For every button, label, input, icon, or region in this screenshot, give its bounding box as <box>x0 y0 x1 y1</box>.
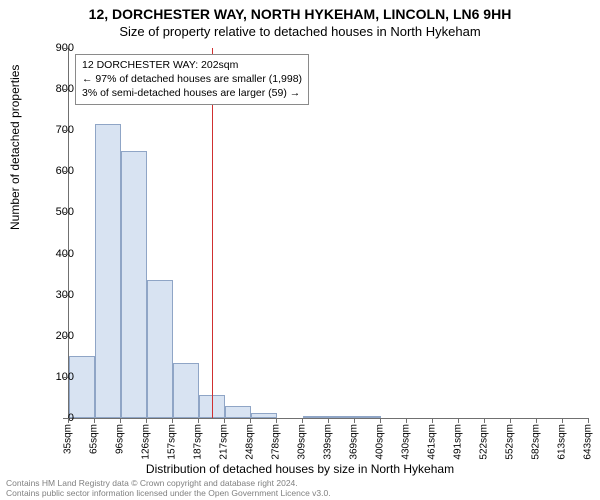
x-tick-label: 582sqm <box>531 424 542 460</box>
y-tick-mark <box>63 48 68 49</box>
y-tick-mark <box>63 130 68 131</box>
x-tick-mark <box>276 418 277 423</box>
annotation-box: 12 DORCHESTER WAY: 202sqm ← 97% of detac… <box>75 54 309 105</box>
x-tick-label: 400sqm <box>375 424 386 460</box>
x-tick-label: 430sqm <box>401 424 412 460</box>
x-tick-mark <box>172 418 173 423</box>
histogram-bar <box>303 416 329 418</box>
histogram-bar <box>251 413 277 418</box>
x-tick-mark <box>484 418 485 423</box>
x-tick-label: 552sqm <box>505 424 516 460</box>
y-tick-mark <box>63 212 68 213</box>
y-tick-mark <box>63 171 68 172</box>
annotation-line-2: ← 97% of detached houses are smaller (1,… <box>82 72 302 86</box>
x-tick-mark <box>302 418 303 423</box>
x-tick-mark <box>198 418 199 423</box>
y-axis-label: Number of detached properties <box>8 65 22 230</box>
x-tick-mark <box>68 418 69 423</box>
x-tick-label: 491sqm <box>453 424 464 460</box>
x-tick-label: 35sqm <box>63 424 74 454</box>
x-tick-mark <box>510 418 511 423</box>
x-tick-mark <box>250 418 251 423</box>
footer-attribution: Contains HM Land Registry data © Crown c… <box>6 479 331 498</box>
plot-area: 12 DORCHESTER WAY: 202sqm ← 97% of detac… <box>68 48 589 419</box>
x-tick-label: 65sqm <box>89 424 100 454</box>
histogram-bar <box>355 416 381 418</box>
y-tick-label: 100 <box>34 371 74 383</box>
y-tick-label: 200 <box>34 330 74 342</box>
histogram-bar <box>121 151 147 418</box>
y-tick-mark <box>63 336 68 337</box>
y-tick-mark <box>63 377 68 378</box>
x-tick-mark <box>588 418 589 423</box>
annotation-line-1: 12 DORCHESTER WAY: 202sqm <box>82 58 302 72</box>
x-tick-mark <box>354 418 355 423</box>
y-tick-label: 300 <box>34 289 74 301</box>
x-tick-mark <box>458 418 459 423</box>
x-tick-mark <box>94 418 95 423</box>
x-tick-label: 309sqm <box>297 424 308 460</box>
x-tick-label: 461sqm <box>427 424 438 460</box>
chart-container: 12, DORCHESTER WAY, NORTH HYKEHAM, LINCO… <box>0 0 600 500</box>
x-tick-mark <box>224 418 225 423</box>
histogram-bar <box>173 363 199 419</box>
y-tick-mark <box>63 295 68 296</box>
y-tick-label: 700 <box>34 124 74 136</box>
x-tick-label: 522sqm <box>479 424 490 460</box>
annotation-line-3: 3% of semi-detached houses are larger (5… <box>82 86 302 100</box>
histogram-bar <box>329 416 355 418</box>
footer-line-2: Contains public sector information licen… <box>6 489 331 498</box>
x-tick-mark <box>380 418 381 423</box>
y-tick-label: 900 <box>34 42 74 54</box>
y-tick-label: 800 <box>34 83 74 95</box>
x-tick-label: 187sqm <box>193 424 204 460</box>
x-tick-label: 96sqm <box>115 424 126 454</box>
x-tick-mark <box>536 418 537 423</box>
y-tick-mark <box>63 254 68 255</box>
chart-title: 12, DORCHESTER WAY, NORTH HYKEHAM, LINCO… <box>0 6 600 22</box>
histogram-bar <box>69 356 95 418</box>
x-tick-label: 248sqm <box>245 424 256 460</box>
x-tick-label: 613sqm <box>557 424 568 460</box>
x-tick-label: 369sqm <box>349 424 360 460</box>
histogram-bar <box>147 280 173 418</box>
x-tick-mark <box>406 418 407 423</box>
x-tick-label: 157sqm <box>167 424 178 460</box>
x-axis-label: Distribution of detached houses by size … <box>0 462 600 476</box>
y-tick-label: 500 <box>34 206 74 218</box>
x-tick-label: 339sqm <box>323 424 334 460</box>
x-tick-mark <box>432 418 433 423</box>
chart-subtitle: Size of property relative to detached ho… <box>0 24 600 39</box>
y-tick-label: 400 <box>34 248 74 260</box>
x-tick-label: 643sqm <box>583 424 594 460</box>
histogram-bar <box>225 406 251 418</box>
y-tick-mark <box>63 89 68 90</box>
x-tick-label: 217sqm <box>219 424 230 460</box>
x-tick-mark <box>562 418 563 423</box>
x-tick-mark <box>146 418 147 423</box>
x-tick-mark <box>120 418 121 423</box>
x-tick-label: 126sqm <box>141 424 152 460</box>
x-tick-label: 278sqm <box>271 424 282 460</box>
histogram-bar <box>95 124 121 418</box>
y-tick-label: 600 <box>34 165 74 177</box>
x-tick-mark <box>328 418 329 423</box>
